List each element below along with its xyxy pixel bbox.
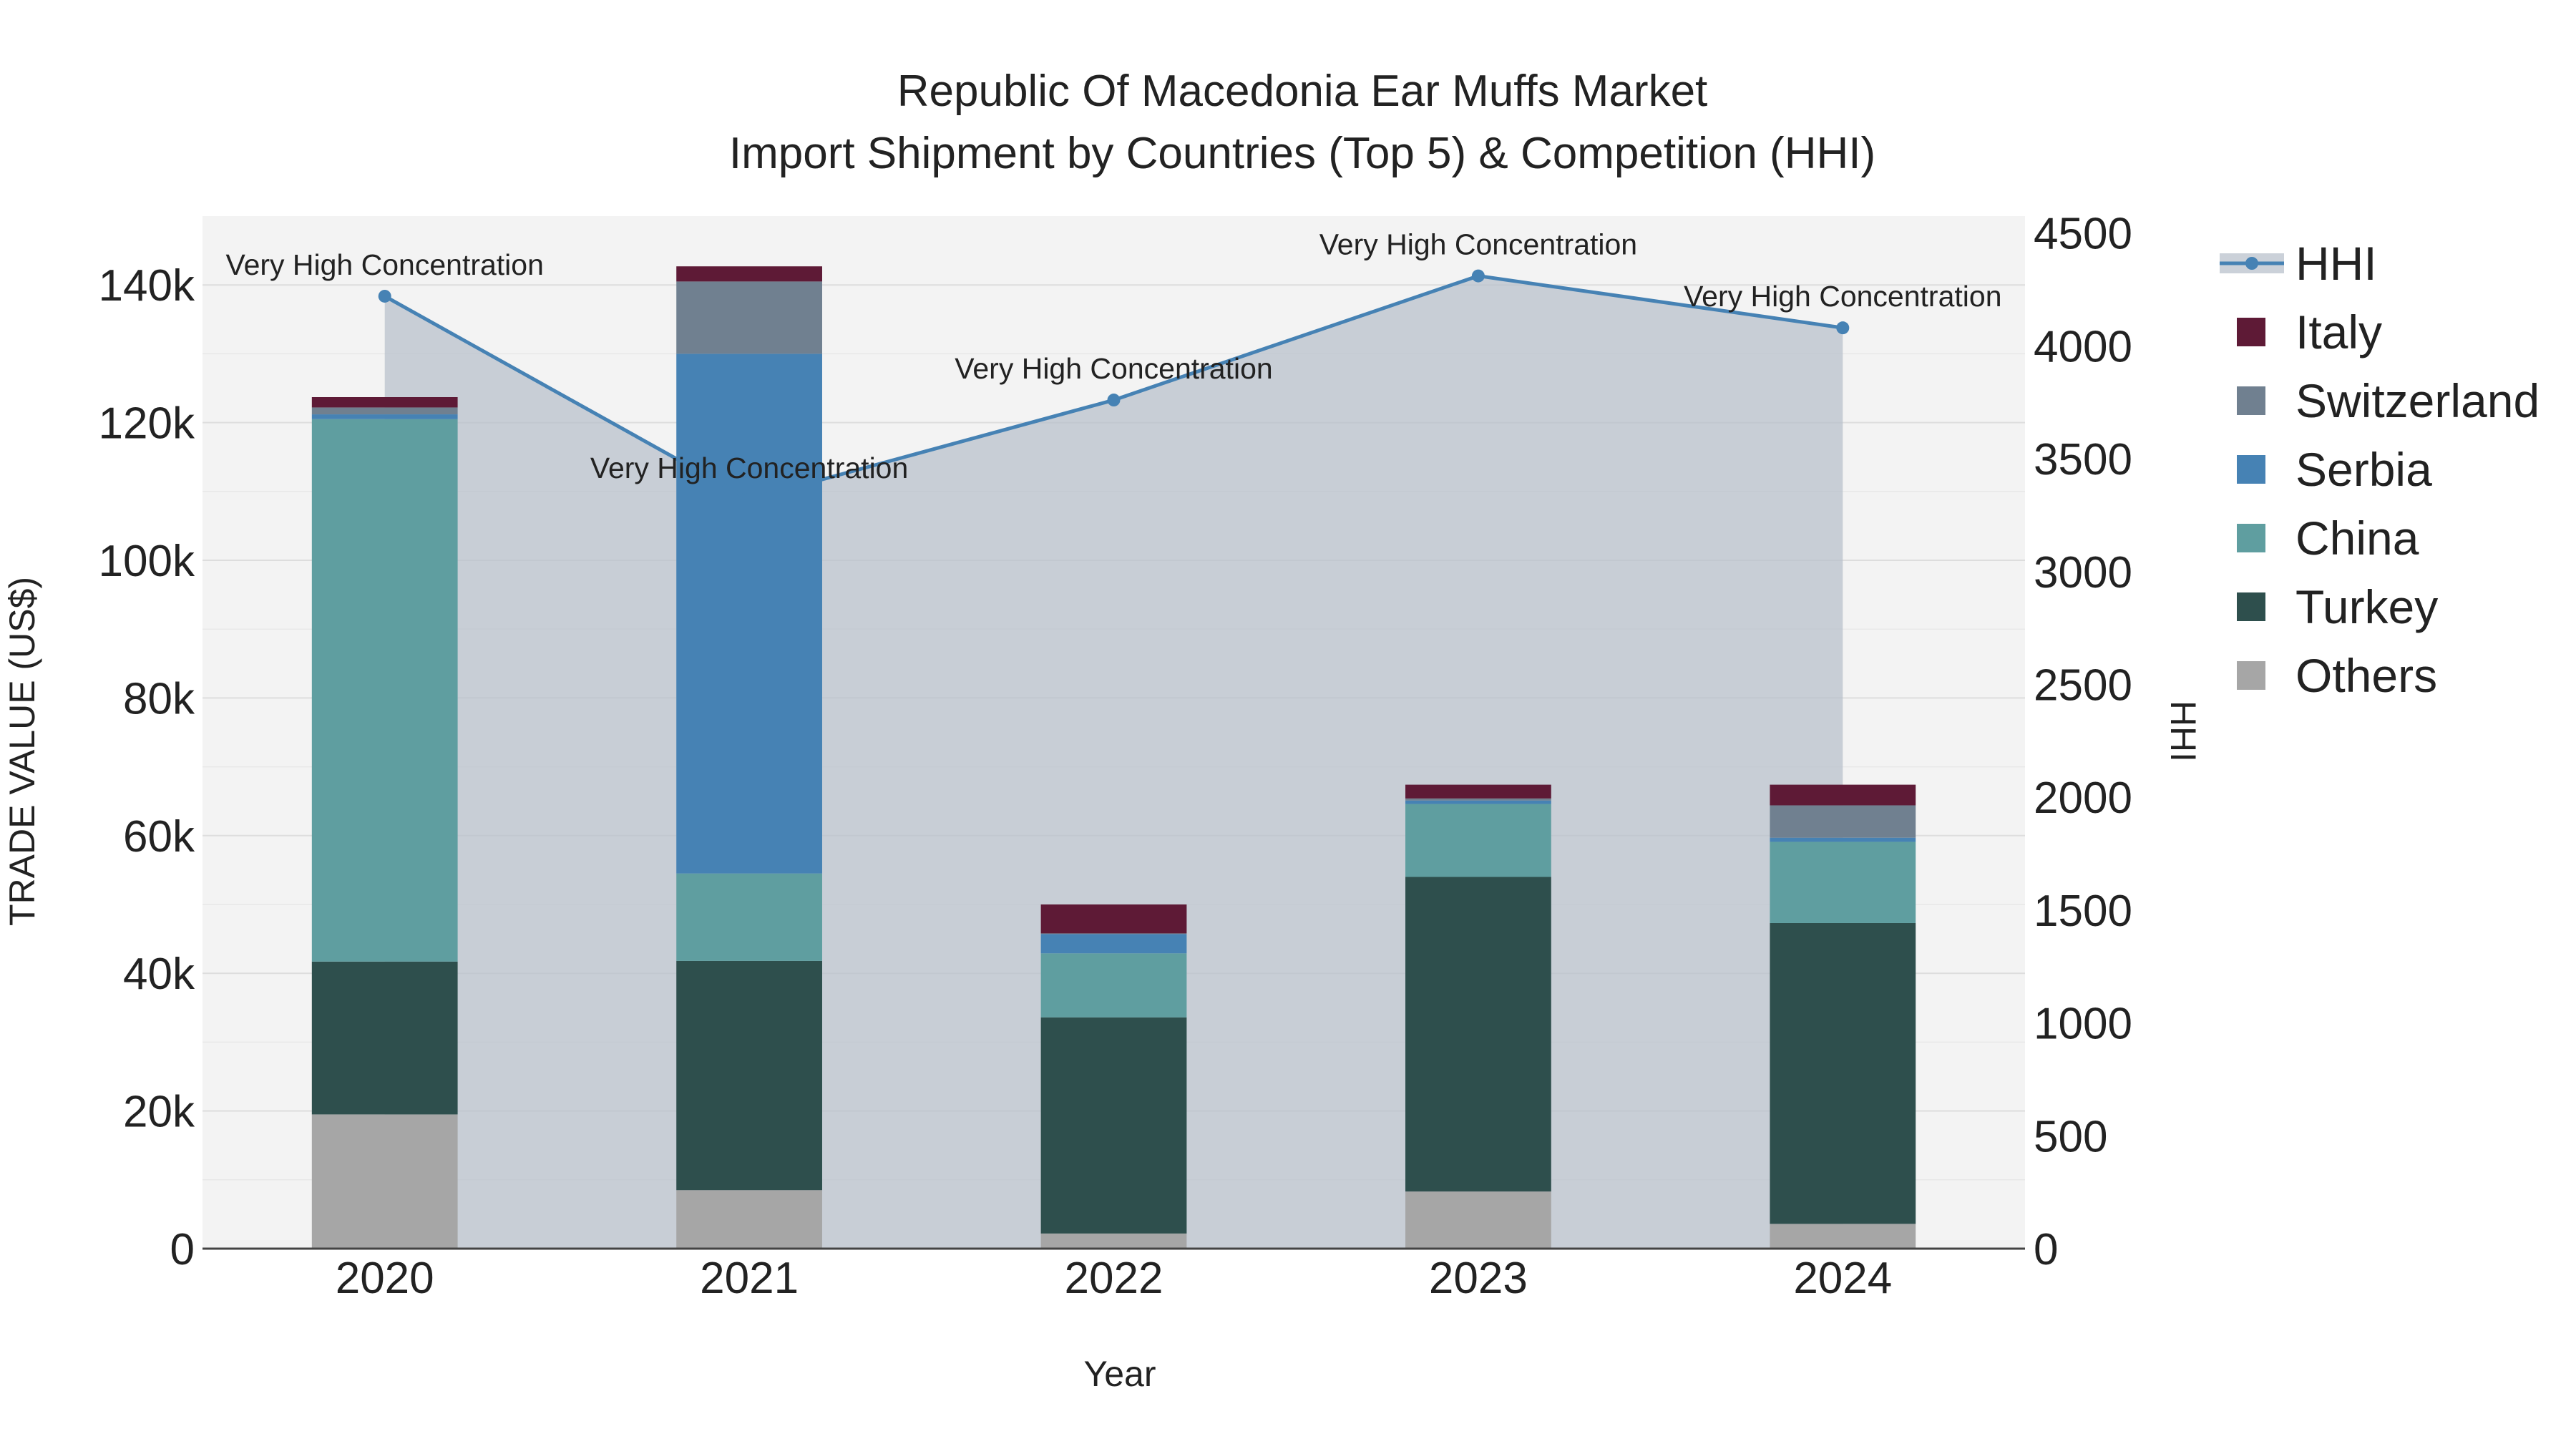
y2-axis-title: HHI xyxy=(2163,701,2203,762)
y-tick-label-5: 100k xyxy=(99,537,195,586)
legend-swatch-hhi-marker xyxy=(2245,257,2258,270)
x-tick-label-2023: 2023 xyxy=(1429,1254,1528,1303)
hhi-annotation-2021: Very High Concentration xyxy=(590,452,908,484)
bar-turkey-2024 xyxy=(1770,922,1916,1224)
y2-tick-label-1: 500 xyxy=(2034,1112,2107,1161)
bar-others-2021 xyxy=(676,1190,822,1249)
bar-turkey-2020 xyxy=(311,961,458,1115)
y2-tick-label-9: 4500 xyxy=(2034,210,2132,259)
legend-swatch-italy xyxy=(2237,318,2265,346)
bar-italy-2021 xyxy=(676,266,822,282)
y2-tick-label-6: 3000 xyxy=(2034,548,2132,597)
chart-title-line1: Republic Of Macedonia Ear Muffs Market xyxy=(897,67,1708,116)
legend-label-hhi: HHI xyxy=(2296,237,2377,290)
bar-china-2022 xyxy=(1040,953,1187,1018)
bar-turkey-2021 xyxy=(676,960,822,1191)
y-tick-label-6: 120k xyxy=(99,399,195,449)
bar-italy-2020 xyxy=(311,397,458,408)
hhi-annotation-2022: Very High Concentration xyxy=(955,352,1272,385)
bar-switzerland-2022 xyxy=(1040,933,1187,935)
hhi-point-2021 xyxy=(743,492,756,506)
legend-label-serbia: Serbia xyxy=(2296,443,2432,496)
hhi-annotation-2020: Very High Concentration xyxy=(225,248,543,281)
bar-italy-2024 xyxy=(1770,784,1916,806)
chart-title-line2: Import Shipment by Countries (Top 5) & C… xyxy=(729,129,1875,178)
legend-label-italy: Italy xyxy=(2296,306,2382,358)
legend-swatch-china xyxy=(2237,524,2265,552)
hhi-point-2023 xyxy=(1471,269,1485,283)
hhi-annotation-2024: Very High Concentration xyxy=(1684,280,2001,313)
bar-switzerland-2021 xyxy=(676,281,822,354)
y-tick-label-0: 0 xyxy=(170,1225,195,1274)
y2-tick-label-4: 2000 xyxy=(2034,774,2132,823)
bar-switzerland-2023 xyxy=(1405,798,1551,801)
legend-swatch-others xyxy=(2237,661,2265,690)
x-axis-title: Year xyxy=(1083,1354,1156,1394)
bar-serbia-2023 xyxy=(1405,800,1551,804)
legend-swatch-serbia xyxy=(2237,455,2265,484)
y2-tick-label-2: 1000 xyxy=(2034,1000,2132,1049)
y2-tick-label-7: 3500 xyxy=(2034,435,2132,484)
bar-china-2024 xyxy=(1770,841,1916,923)
legend-swatch-switzerland xyxy=(2237,386,2265,415)
bar-turkey-2022 xyxy=(1040,1017,1187,1234)
legend-swatch-turkey xyxy=(2237,592,2265,621)
bar-serbia-2020 xyxy=(311,414,458,419)
hhi-point-2020 xyxy=(378,289,391,303)
bar-china-2020 xyxy=(311,419,458,962)
y-tick-label-1: 20k xyxy=(123,1088,195,1137)
y-tick-label-4: 80k xyxy=(123,674,195,723)
y2-axis: 0 500 1000 1500 2000 2500 3000 3500 4000 4500 xyxy=(2034,210,2132,1274)
x-axis: 2020 2021 2022 2023 2024 xyxy=(336,1254,1893,1303)
bar-switzerland-2020 xyxy=(311,407,458,415)
legend-label-others: Others xyxy=(2296,649,2437,702)
y2-tick-label-0: 0 xyxy=(2034,1225,2058,1274)
x-tick-label-2022: 2022 xyxy=(1065,1254,1163,1303)
x-tick-label-2020: 2020 xyxy=(336,1254,434,1303)
x-tick-label-2021: 2021 xyxy=(700,1254,799,1303)
bar-serbia-2022 xyxy=(1040,934,1187,954)
legend-label-turkey: Turkey xyxy=(2296,580,2438,633)
x-tick-label-2024: 2024 xyxy=(1793,1254,1892,1303)
bar-italy-2023 xyxy=(1405,784,1551,799)
bar-italy-2022 xyxy=(1040,904,1187,934)
y-tick-label-2: 40k xyxy=(123,950,195,999)
bar-others-2022 xyxy=(1040,1233,1187,1249)
hhi-point-2024 xyxy=(1836,321,1850,335)
bar-china-2021 xyxy=(676,873,822,961)
hhi-annotations: Very High Concentration Very High Concent… xyxy=(225,228,2001,484)
y-tick-label-3: 60k xyxy=(123,812,195,862)
bars xyxy=(311,266,1916,1249)
y2-tick-label-3: 1500 xyxy=(2034,887,2132,936)
y-axis-title: TRADE VALUE (US$) xyxy=(2,577,42,926)
bar-serbia-2024 xyxy=(1770,837,1916,842)
y-axis: 0 20k 40k 60k 80k 100k 120k 140k xyxy=(99,261,195,1274)
legend: HHI Italy Switzerland Serbia China Turkey Othe… xyxy=(2220,237,2540,702)
hhi-line-group xyxy=(378,269,1850,506)
y2-tick-label-8: 4000 xyxy=(2034,322,2132,371)
legend-label-china: China xyxy=(2296,512,2419,565)
bar-serbia-2021 xyxy=(676,353,822,874)
bar-china-2023 xyxy=(1405,804,1551,877)
y2-tick-label-5: 2500 xyxy=(2034,660,2132,710)
bar-others-2024 xyxy=(1770,1224,1916,1249)
legend-label-switzerland: Switzerland xyxy=(2296,374,2540,427)
hhi-annotation-2023: Very High Concentration xyxy=(1319,228,1637,261)
hhi-point-2022 xyxy=(1107,394,1121,407)
bar-switzerland-2024 xyxy=(1770,805,1916,838)
y-tick-label-7: 140k xyxy=(99,261,195,311)
bar-others-2020 xyxy=(311,1114,458,1249)
bar-turkey-2023 xyxy=(1405,877,1551,1192)
bar-others-2023 xyxy=(1405,1191,1551,1249)
